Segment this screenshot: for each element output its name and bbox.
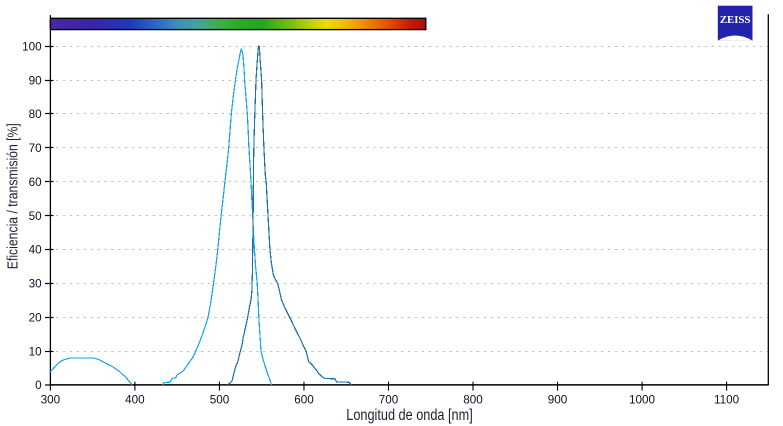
- svg-text:100: 100: [22, 40, 42, 53]
- svg-text:1000: 1000: [629, 394, 656, 407]
- svg-text:0: 0: [35, 379, 42, 392]
- svg-text:30: 30: [29, 278, 43, 291]
- svg-text:90: 90: [29, 74, 43, 87]
- svg-text:60: 60: [29, 176, 43, 189]
- svg-text:400: 400: [125, 394, 145, 407]
- svg-text:ZEISS: ZEISS: [720, 14, 751, 26]
- svg-text:800: 800: [463, 394, 483, 407]
- svg-text:500: 500: [210, 394, 230, 407]
- svg-text:1100: 1100: [714, 394, 740, 407]
- svg-text:70: 70: [29, 142, 43, 155]
- svg-text:600: 600: [294, 394, 314, 407]
- svg-text:50: 50: [29, 210, 43, 223]
- svg-text:700: 700: [379, 394, 399, 407]
- svg-text:900: 900: [548, 394, 568, 407]
- svg-text:Longitud de onda [nm]: Longitud de onda [nm]: [346, 407, 473, 424]
- svg-text:Eficiencia / transmisión [%]: Eficiencia / transmisión [%]: [4, 123, 21, 269]
- svg-text:10: 10: [29, 345, 43, 358]
- svg-text:300: 300: [41, 394, 61, 407]
- svg-text:20: 20: [29, 311, 43, 324]
- svg-text:80: 80: [29, 108, 43, 121]
- svg-text:40: 40: [29, 244, 43, 257]
